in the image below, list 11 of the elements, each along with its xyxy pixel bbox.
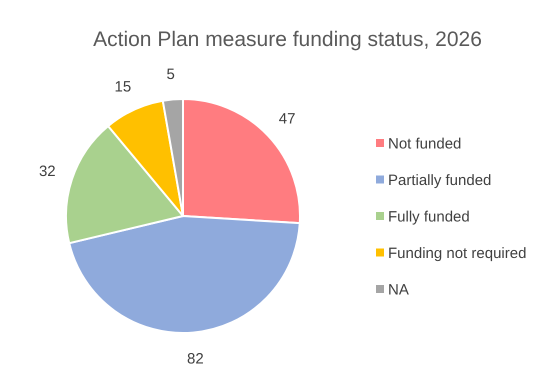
legend-label: Partially funded [388,172,492,189]
chart-title: Action Plan measure funding status, 2026 [93,28,482,51]
legend-label: Not funded [388,135,462,152]
data-label: 15 [114,78,132,96]
data-label: 5 [166,66,175,83]
legend-label: Funding not required [388,244,526,262]
data-label: 82 [187,350,204,367]
legend-label: NA [388,281,409,298]
data-label: 47 [278,110,296,128]
data-label: 32 [38,163,56,180]
legend-label: Fully funded [388,208,470,226]
